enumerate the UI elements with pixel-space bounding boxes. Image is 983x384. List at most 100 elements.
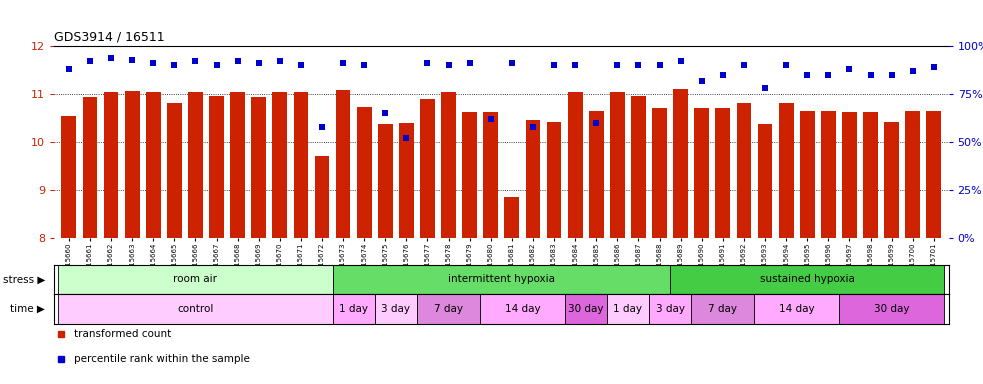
Bar <box>58 265 332 294</box>
Point <box>905 68 921 74</box>
Bar <box>716 108 730 384</box>
Point <box>567 62 583 68</box>
Bar <box>838 294 945 324</box>
Bar <box>607 294 649 324</box>
Point <box>631 62 647 68</box>
Bar <box>779 103 793 384</box>
Bar <box>375 294 417 324</box>
Text: time ▶: time ▶ <box>10 304 45 314</box>
Point <box>315 124 330 130</box>
Bar <box>188 92 202 384</box>
Bar <box>58 294 332 324</box>
Bar <box>272 92 287 384</box>
Bar <box>481 294 564 324</box>
Point <box>462 60 478 66</box>
Bar <box>167 103 182 384</box>
Text: stress ▶: stress ▶ <box>3 274 45 285</box>
Point <box>103 55 119 61</box>
Point <box>863 72 879 78</box>
Bar <box>504 197 519 384</box>
Point <box>841 66 857 72</box>
Bar <box>631 96 646 384</box>
Text: 7 day: 7 day <box>434 304 463 314</box>
Bar <box>484 112 498 384</box>
Bar <box>589 111 604 384</box>
Bar <box>83 98 97 384</box>
Point <box>293 62 309 68</box>
Bar <box>885 122 899 384</box>
Point <box>672 58 688 65</box>
Text: 14 day: 14 day <box>779 304 815 314</box>
Bar <box>336 90 351 384</box>
Point <box>736 62 752 68</box>
Bar <box>315 156 329 384</box>
Point <box>82 58 97 65</box>
Bar <box>125 91 140 384</box>
Point <box>398 135 414 141</box>
Text: 3 day: 3 day <box>381 304 410 314</box>
Point <box>251 60 266 66</box>
Bar <box>863 112 878 384</box>
Bar <box>420 99 434 384</box>
Bar <box>145 92 160 384</box>
Point <box>821 72 837 78</box>
Point <box>799 72 815 78</box>
Text: GDS3914 / 16511: GDS3914 / 16511 <box>54 30 165 43</box>
Text: sustained hypoxia: sustained hypoxia <box>760 274 854 285</box>
Bar <box>526 121 541 384</box>
Bar <box>357 107 372 384</box>
Bar <box>755 294 838 324</box>
Bar <box>377 124 392 384</box>
Bar <box>673 89 688 384</box>
Bar <box>332 265 670 294</box>
Text: transformed count: transformed count <box>74 329 171 339</box>
Point <box>230 58 246 65</box>
Bar <box>462 112 477 384</box>
Text: 1 day: 1 day <box>339 304 369 314</box>
Bar <box>568 92 583 384</box>
Bar <box>103 92 118 384</box>
Bar <box>610 92 625 384</box>
Point <box>61 66 77 72</box>
Bar <box>649 294 691 324</box>
Point <box>420 60 435 66</box>
Point <box>504 60 520 66</box>
Point <box>377 110 393 116</box>
Point <box>188 58 203 65</box>
Text: room air: room air <box>173 274 217 285</box>
Bar <box>670 265 945 294</box>
Bar <box>800 111 815 384</box>
Point <box>652 62 667 68</box>
Point <box>609 62 625 68</box>
Point <box>589 120 605 126</box>
Bar <box>652 108 666 384</box>
Bar <box>252 98 266 384</box>
Bar <box>209 96 224 384</box>
Point <box>694 78 710 84</box>
Bar <box>547 122 561 384</box>
Bar <box>399 123 414 384</box>
Point <box>145 60 161 66</box>
Point <box>208 62 224 68</box>
Point <box>166 62 182 68</box>
Bar <box>736 103 751 384</box>
Point <box>272 58 288 65</box>
Point <box>779 62 794 68</box>
Bar <box>905 111 920 384</box>
Point <box>547 62 562 68</box>
Point <box>483 116 498 122</box>
Point <box>440 62 456 68</box>
Bar <box>694 108 709 384</box>
Text: percentile rank within the sample: percentile rank within the sample <box>74 354 250 364</box>
Bar <box>842 112 857 384</box>
Point <box>124 56 140 63</box>
Bar <box>417 294 481 324</box>
Bar <box>926 111 941 384</box>
Point <box>926 64 942 70</box>
Bar <box>821 111 836 384</box>
Text: 14 day: 14 day <box>504 304 541 314</box>
Bar <box>230 92 245 384</box>
Bar <box>332 294 375 324</box>
Point <box>525 124 541 130</box>
Text: 1 day: 1 day <box>613 304 643 314</box>
